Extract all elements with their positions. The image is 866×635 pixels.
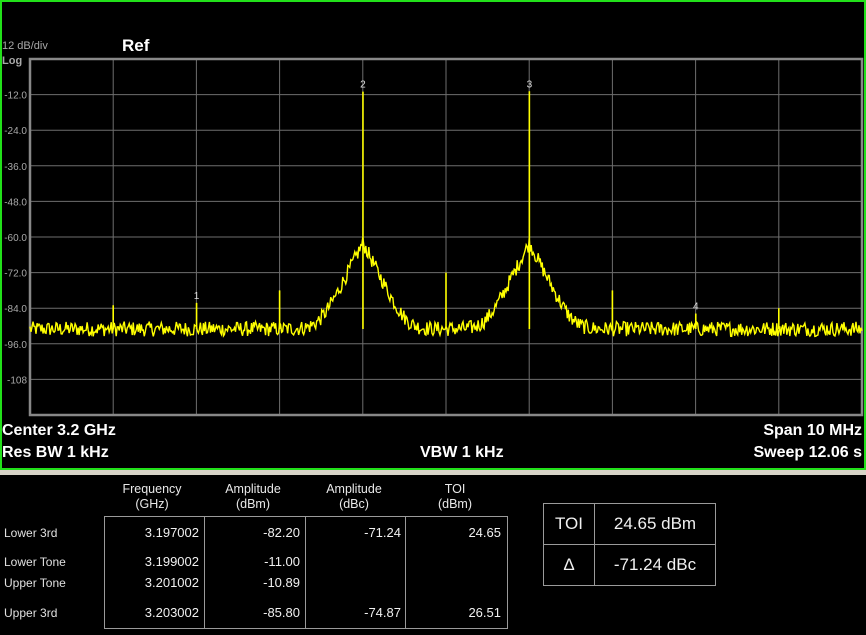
header-toi: TOI (dBm) — [405, 482, 505, 512]
toi-summary: TOI 24.65 dBm Δ -71.24 dBc — [543, 503, 716, 586]
cell-amp-dbc: -74.87 — [364, 605, 401, 620]
ref-label: Ref — [122, 36, 150, 55]
marker-label: 1 — [194, 291, 200, 302]
row-label: Upper 3rd — [4, 606, 58, 620]
results-table — [104, 516, 508, 629]
header-amplitude-dbm: Amplitude (dBm) — [203, 482, 303, 512]
table-divider — [305, 517, 306, 628]
header-frequency-title: Frequency — [122, 482, 182, 496]
cell-toi: 24.65 — [468, 525, 501, 540]
cell-amp-dbm: -82.20 — [263, 525, 300, 540]
header-frequency-unit: (GHz) — [135, 497, 169, 511]
res-bw: Res BW 1 kHz — [2, 444, 109, 461]
cell-freq: 3.201002 — [144, 575, 199, 590]
cell-freq: 3.199002 — [144, 554, 199, 569]
header-amplitude-dbc: Amplitude (dBc) — [304, 482, 404, 512]
cell-amp-dbm: -85.80 — [263, 605, 300, 620]
y-tick-label: -24.0 — [4, 126, 27, 137]
cell-amp-dbc: -71.24 — [364, 525, 401, 540]
y-tick-label: -12.0 — [4, 91, 27, 102]
y-tick-label: -36.0 — [4, 162, 27, 173]
cell-amp-dbm: -10.89 — [263, 575, 300, 590]
table-divider — [405, 517, 406, 628]
toi-value: 24.65 dBm — [613, 514, 697, 533]
y-tick-label: -48.0 — [4, 197, 27, 208]
sweep-time: Sweep 12.06 s — [753, 444, 862, 461]
toi-label: TOI — [554, 514, 584, 533]
y-tick-label: -72.0 — [4, 269, 27, 280]
delta-label: Δ — [563, 555, 575, 574]
vbw: VBW 1 kHz — [420, 444, 504, 461]
y-tick-label: -60.0 — [4, 233, 27, 244]
spectrum-plot: -12.0 -24.0 -36.0 -48.0 -60.0 -72.0 -84.0 -96.0… — [4, 57, 864, 417]
y-tick-label: -84.0 — [4, 304, 27, 315]
plot-border — [28, 57, 864, 417]
row-label: Lower 3rd — [4, 526, 58, 540]
marker-label: 3 — [527, 79, 533, 90]
span: Span 10 MHz — [763, 422, 862, 439]
table-divider — [204, 517, 205, 628]
delta-value: -71.24 dBc — [613, 555, 697, 574]
y-tick-label: -96.0 — [4, 340, 27, 351]
cell-freq: 3.203002 — [144, 605, 199, 620]
center-frequency: Center 3.2 GHz — [2, 422, 116, 439]
cell-freq: 3.197002 — [144, 525, 199, 540]
scale-label: 12 dB/div — [2, 40, 48, 52]
header-amplitude-dbm-title: Amplitude — [225, 482, 281, 496]
header-amplitude-dbc-title: Amplitude — [326, 482, 382, 496]
header-amplitude-dbc-unit: (dBc) — [339, 497, 369, 511]
scale-type-label: Log — [2, 55, 23, 67]
header-amplitude-dbm-unit: (dBm) — [235, 497, 271, 511]
cell-toi: 26.51 — [468, 605, 501, 620]
marker-label: 2 — [360, 80, 366, 91]
analyzer-screen — [0, 0, 866, 470]
header-toi-unit: (dBm) — [437, 497, 473, 511]
header-frequency: Frequency (GHz) — [102, 482, 202, 512]
separator — [0, 470, 866, 475]
summary-divider — [544, 544, 715, 545]
cell-amp-dbm: -11.00 — [264, 554, 300, 569]
row-label: Lower Tone — [4, 555, 66, 569]
row-label: Upper Tone — [4, 576, 66, 590]
marker-label: 4 — [693, 302, 699, 313]
y-tick-label: -108 — [7, 375, 27, 386]
header-toi-title: TOI — [444, 482, 466, 496]
